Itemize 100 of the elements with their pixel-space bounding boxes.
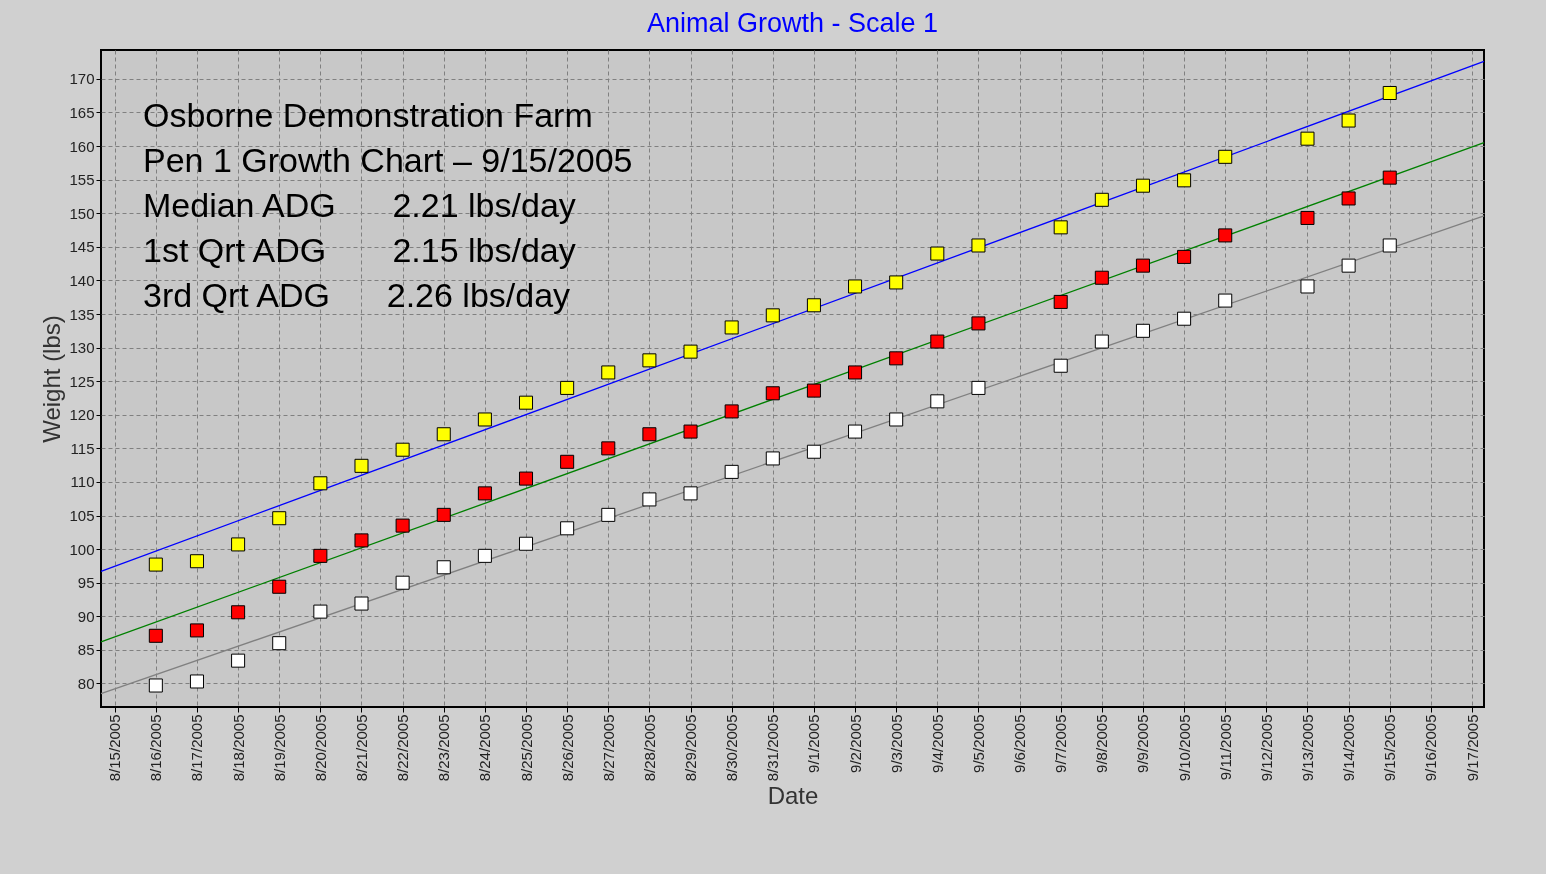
point bbox=[889, 351, 904, 366]
point bbox=[272, 511, 287, 526]
point bbox=[395, 575, 410, 590]
point bbox=[765, 451, 780, 466]
point bbox=[1382, 238, 1397, 253]
point bbox=[1135, 178, 1150, 193]
x-tick-label: 8/22/2005 bbox=[394, 714, 412, 782]
point bbox=[560, 521, 575, 536]
x-tick-label: 8/29/2005 bbox=[682, 714, 700, 782]
chart-title: Animal Growth - Scale 1 bbox=[646, 8, 939, 38]
point bbox=[1177, 173, 1192, 188]
point bbox=[971, 238, 986, 253]
x-tick-label: 9/4/2005 bbox=[928, 714, 946, 773]
point bbox=[231, 537, 246, 552]
point bbox=[1177, 311, 1192, 326]
point bbox=[148, 557, 163, 572]
point bbox=[1177, 249, 1192, 264]
x-tick-label: 8/16/2005 bbox=[147, 714, 165, 782]
point bbox=[1094, 270, 1109, 285]
point bbox=[354, 458, 369, 473]
point bbox=[313, 604, 328, 619]
y-tick-label: 135 bbox=[69, 305, 95, 323]
point bbox=[1341, 113, 1356, 128]
point bbox=[395, 442, 410, 457]
point bbox=[354, 533, 369, 548]
point bbox=[313, 548, 328, 563]
point bbox=[889, 412, 904, 427]
y-tick-label: 145 bbox=[69, 238, 95, 256]
point bbox=[1053, 220, 1068, 235]
x-tick-label: 8/26/2005 bbox=[558, 714, 576, 782]
point bbox=[930, 394, 945, 409]
x-tick-label: 8/15/2005 bbox=[106, 714, 124, 782]
point bbox=[642, 427, 657, 442]
y-axis-title: Weight (lbs) bbox=[38, 315, 66, 443]
point bbox=[231, 653, 246, 668]
y-tick-label: 100 bbox=[69, 540, 95, 558]
point bbox=[806, 383, 821, 398]
point bbox=[272, 579, 287, 594]
point bbox=[724, 464, 739, 479]
point bbox=[1135, 323, 1150, 338]
point bbox=[1300, 210, 1315, 225]
x-tick-label: 8/23/2005 bbox=[435, 714, 453, 782]
x-tick-label: 9/15/2005 bbox=[1381, 714, 1399, 782]
point bbox=[189, 623, 204, 638]
annotation: 3rd Qrt ADG 2.26 lbs/day bbox=[143, 276, 571, 314]
x-tick-label: 8/17/2005 bbox=[188, 714, 206, 782]
x-tick-label: 8/30/2005 bbox=[723, 714, 741, 782]
x-tick-label: 8/20/2005 bbox=[311, 714, 329, 782]
x-tick-label: 9/6/2005 bbox=[1011, 714, 1029, 773]
point bbox=[436, 427, 451, 442]
point bbox=[148, 678, 163, 693]
y-tick-label: 90 bbox=[77, 607, 95, 625]
x-tick-label: 8/21/2005 bbox=[352, 714, 370, 782]
x-tick-label: 9/17/2005 bbox=[1463, 714, 1481, 782]
point bbox=[313, 476, 328, 491]
annotation: Median ADG 2.21 lbs/day bbox=[143, 186, 576, 224]
point bbox=[848, 279, 863, 294]
point bbox=[354, 596, 369, 611]
point bbox=[518, 395, 534, 410]
y-tick-label: 115 bbox=[70, 439, 95, 457]
point bbox=[1218, 149, 1233, 164]
point bbox=[1218, 228, 1233, 243]
y-tick-label: 155 bbox=[69, 171, 95, 189]
y-tick-label: 125 bbox=[69, 372, 95, 390]
y-tick-label: 85 bbox=[77, 641, 95, 659]
point bbox=[477, 548, 492, 563]
x-tick-label: 9/14/2005 bbox=[1340, 714, 1358, 782]
point bbox=[683, 424, 698, 439]
point bbox=[560, 380, 575, 395]
point bbox=[1135, 258, 1150, 273]
point bbox=[518, 471, 534, 486]
y-tick-label: 80 bbox=[77, 674, 95, 692]
point bbox=[1341, 258, 1356, 273]
point bbox=[601, 507, 616, 522]
point bbox=[1382, 85, 1397, 101]
y-tick-label: 140 bbox=[69, 271, 95, 289]
point bbox=[642, 492, 657, 507]
point bbox=[1053, 358, 1068, 373]
x-tick-label: 9/7/2005 bbox=[1052, 714, 1070, 773]
x-tick-label: 9/10/2005 bbox=[1175, 714, 1193, 782]
x-tick-label: 8/31/2005 bbox=[764, 714, 782, 782]
x-tick-label: 8/24/2005 bbox=[476, 714, 494, 782]
point bbox=[189, 554, 204, 569]
y-tick-label: 120 bbox=[69, 406, 95, 424]
point bbox=[971, 380, 986, 395]
point bbox=[930, 334, 945, 349]
point bbox=[477, 412, 492, 427]
point bbox=[806, 298, 821, 313]
point bbox=[724, 320, 739, 335]
y-tick-label: 105 bbox=[69, 507, 95, 525]
point bbox=[1094, 334, 1109, 349]
point bbox=[1053, 294, 1068, 309]
point bbox=[683, 486, 698, 501]
point bbox=[806, 444, 821, 459]
point bbox=[765, 386, 780, 401]
y-tick-label: 165 bbox=[69, 103, 95, 121]
y-tick-label: 95 bbox=[77, 574, 95, 592]
x-tick-label: 8/18/2005 bbox=[229, 714, 247, 782]
point bbox=[601, 441, 616, 456]
point bbox=[436, 507, 451, 522]
